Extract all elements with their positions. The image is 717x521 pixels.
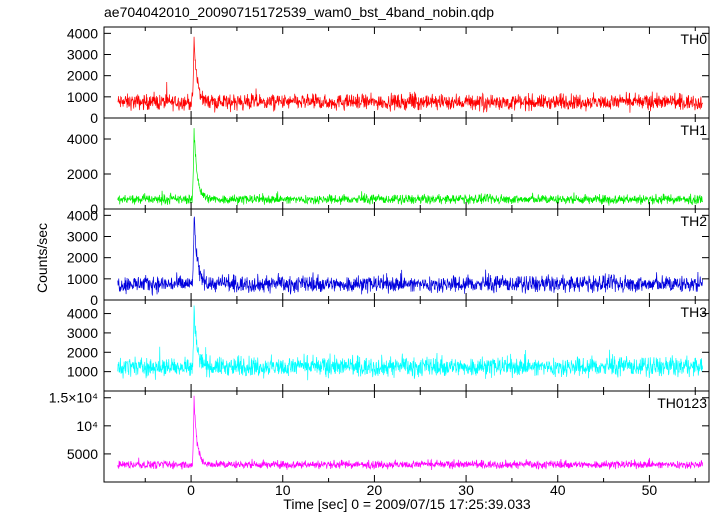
y-tick-label: 4000 (67, 25, 98, 41)
y-tick-label: 4000 (67, 306, 98, 322)
chart-title: ae704042010_20090715172539_wam0_bst_4ban… (104, 4, 494, 20)
series-line-th2 (117, 216, 703, 296)
y-tick-label: 2000 (67, 250, 98, 266)
x-tick-label: 30 (458, 482, 474, 498)
x-tick-label: 20 (367, 482, 383, 498)
x-tick-label: 0 (187, 482, 195, 498)
y-tick-label: 10⁴ (76, 418, 98, 434)
x-tick-label: 10 (275, 482, 291, 498)
y-tick-label: 0 (90, 201, 98, 217)
y-tick-label: 1000 (67, 89, 98, 105)
y-tick-label: 3000 (67, 47, 98, 63)
panel-label-th2: TH2 (681, 213, 708, 229)
panel-frame-th1 (103, 117, 710, 210)
series-line-th3 (117, 305, 703, 381)
panel-label-th0: TH0 (681, 31, 708, 47)
y-tick-label: 3000 (67, 325, 98, 341)
panel-frame-th0123 (103, 390, 710, 483)
panel-label-th1: TH1 (681, 122, 708, 138)
panel-label-th3: TH3 (681, 304, 708, 320)
x-tick-label: 40 (550, 482, 566, 498)
y-axis-label: Counts/sec (34, 223, 50, 293)
panel-label-th0123: TH0123 (657, 395, 707, 411)
y-tick-label: 0 (90, 110, 98, 126)
series-line-th0 (117, 36, 703, 113)
x-tick-label: 50 (642, 482, 658, 498)
y-tick-label: 2000 (67, 344, 98, 360)
y-tick-label: 4000 (67, 131, 98, 147)
y-tick-label: 5000 (67, 446, 98, 462)
y-tick-label: 2000 (67, 166, 98, 182)
series-line-th1 (117, 128, 703, 206)
y-tick-label: 1000 (67, 364, 98, 380)
y-tick-label: 4000 (67, 207, 98, 223)
y-tick-label: 1.5×10⁴ (49, 390, 98, 406)
y-tick-label: 0 (90, 292, 98, 308)
y-tick-label: 3000 (67, 229, 98, 245)
series-line-th0123 (117, 395, 703, 471)
x-axis-label: Time [sec] 0 = 2009/07/15 17:25:39.033 (283, 496, 531, 512)
y-tick-label: 2000 (67, 68, 98, 84)
y-tick-label: 1000 (67, 271, 98, 287)
